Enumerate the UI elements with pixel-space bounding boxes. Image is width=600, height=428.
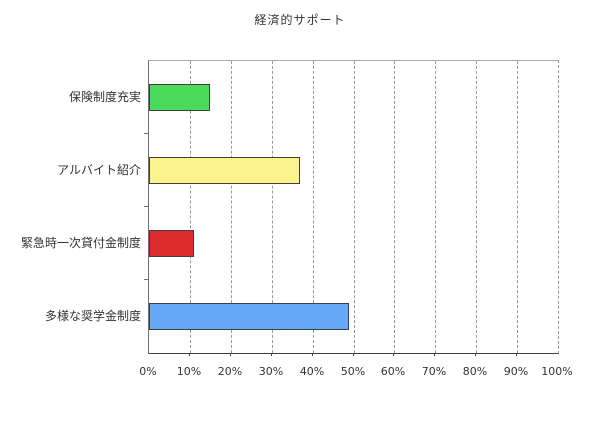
chart-title: 経済的サポート <box>254 13 346 27</box>
gridline <box>517 61 519 353</box>
x-tick-label: 50% <box>340 365 366 378</box>
x-axis-tick <box>353 353 354 356</box>
category-label: 緊急時一次貸付金制度 <box>20 236 141 250</box>
x-tick-label: 30% <box>258 365 284 378</box>
gridline <box>230 61 232 353</box>
x-tick-label: 90% <box>503 365 529 378</box>
gridline <box>476 61 478 353</box>
x-axis-tick <box>230 353 231 356</box>
plot-area <box>148 60 559 354</box>
gridline <box>189 61 191 353</box>
y-axis-tick <box>144 279 148 280</box>
x-axis-tick <box>271 353 272 356</box>
category-label: 保険制度充実 <box>68 90 141 104</box>
x-tick-label: 70% <box>421 365 447 378</box>
chart-bar <box>149 303 350 330</box>
category-label: 多様な奨学金制度 <box>44 309 141 323</box>
gridline <box>353 61 355 353</box>
gridline <box>394 61 396 353</box>
x-tick-label: 100% <box>541 365 573 378</box>
y-axis-tick <box>144 133 148 134</box>
x-axis-tick <box>189 353 190 356</box>
gridline <box>312 61 314 353</box>
x-tick-label: 0% <box>139 365 157 378</box>
gridline <box>271 61 273 353</box>
x-tick-label: 40% <box>299 365 325 378</box>
x-axis-tick <box>312 353 313 356</box>
x-tick-label: 80% <box>462 365 488 378</box>
gridline <box>435 61 437 353</box>
chart-bar <box>149 84 211 111</box>
x-tick-label: 20% <box>217 365 243 378</box>
y-axis-tick <box>144 206 148 207</box>
x-tick-label: 60% <box>380 365 406 378</box>
x-axis-tick <box>475 353 476 356</box>
chart-bar <box>149 157 301 184</box>
category-label: アルバイト紹介 <box>57 163 141 177</box>
chart-bar <box>149 230 194 257</box>
x-axis-tick <box>434 353 435 356</box>
x-axis-tick <box>393 353 394 356</box>
x-tick-label: 10% <box>176 365 202 378</box>
x-axis-tick <box>516 353 517 356</box>
